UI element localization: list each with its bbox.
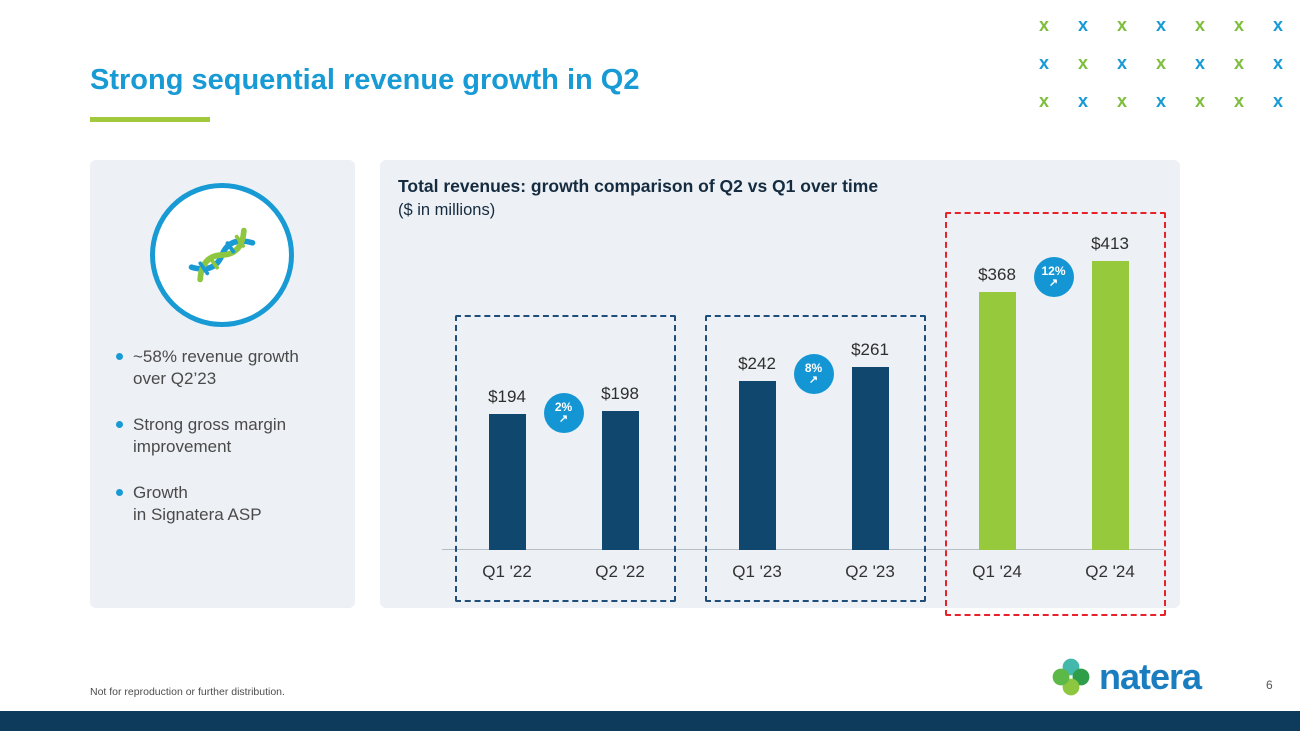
bullet-item-revenue-growth: ~58% revenue growth over Q2’23: [116, 346, 344, 391]
bullet-text: ~58% revenue growth over Q2’23: [133, 346, 299, 391]
x-mark-icon: x: [1155, 90, 1166, 111]
x-mark-icon: x: [1233, 90, 1244, 111]
bullet-line: Growth: [133, 482, 188, 502]
bullet-item-signatera-asp: Growth in Signatera ASP: [116, 482, 344, 527]
bullet-dot: [116, 353, 123, 360]
bullet-item-gross-margin: Strong gross margin improvement: [116, 414, 344, 459]
x-mark-icon: x: [1038, 52, 1049, 73]
title-underline: [90, 117, 210, 122]
x-mark-icon: x: [1077, 14, 1088, 35]
bullet-text: Strong gross margin improvement: [133, 414, 286, 459]
x-mark-icon: x: [1155, 52, 1166, 73]
bullet-dot: [116, 488, 123, 496]
dna-icon: [150, 183, 294, 327]
chart-title: Total revenues: growth comparison of Q2 …: [398, 176, 879, 196]
x-mark-icon: x: [1038, 14, 1049, 35]
x-mark-icon: x: [1272, 14, 1283, 35]
page-title: Strong sequential revenue growth in Q2: [90, 64, 640, 96]
x-mark-icon: x: [1194, 52, 1205, 73]
x-mark-icon: x: [1155, 14, 1166, 35]
footer-disclaimer: Not for reproduction or further distribu…: [90, 686, 285, 698]
bullet-list: ~58% revenue growth over Q2’23 Strong gr…: [116, 346, 344, 550]
x-mark-icon: x: [1116, 90, 1127, 111]
bullet-line: improvement: [133, 437, 232, 457]
x-mark-icon: x: [1077, 52, 1088, 73]
chart-subtitle: ($ in millions): [398, 201, 496, 219]
x-mark-icon: x: [1077, 90, 1088, 111]
page-number: 6: [1266, 678, 1273, 692]
bullet-line: in Signatera ASP: [133, 505, 262, 525]
chart-panel: [380, 160, 1180, 608]
bullet-line: over Q2’23: [133, 369, 217, 389]
x-mark-icon: x: [1194, 14, 1205, 35]
bottom-accent-bar: [0, 711, 1300, 731]
highlights-panel: ~58% revenue growth over Q2’23 Strong gr…: [90, 160, 355, 608]
bullet-text: Growth in Signatera ASP: [133, 482, 262, 527]
bullet-line: Strong gross margin: [133, 414, 287, 434]
x-mark-icon: x: [1272, 90, 1283, 111]
bullet-dot: [116, 420, 123, 428]
natera-wordmark: natera: [1099, 656, 1202, 697]
x-mark-icon: x: [1233, 52, 1244, 73]
x-mark-icon: x: [1116, 52, 1127, 73]
natera-logo: natera: [1050, 656, 1202, 698]
x-mark-icon: x: [1116, 14, 1127, 35]
natera-clover-icon: [1052, 658, 1090, 696]
x-mark-icon: x: [1233, 14, 1244, 35]
x-mark-icon: x: [1194, 90, 1205, 111]
dna-helix-icon: [188, 227, 256, 283]
bullet-line: ~58% revenue growth: [133, 347, 299, 366]
x-mark-icon: x: [1272, 52, 1283, 73]
x-mark-icon: x: [1038, 90, 1049, 111]
